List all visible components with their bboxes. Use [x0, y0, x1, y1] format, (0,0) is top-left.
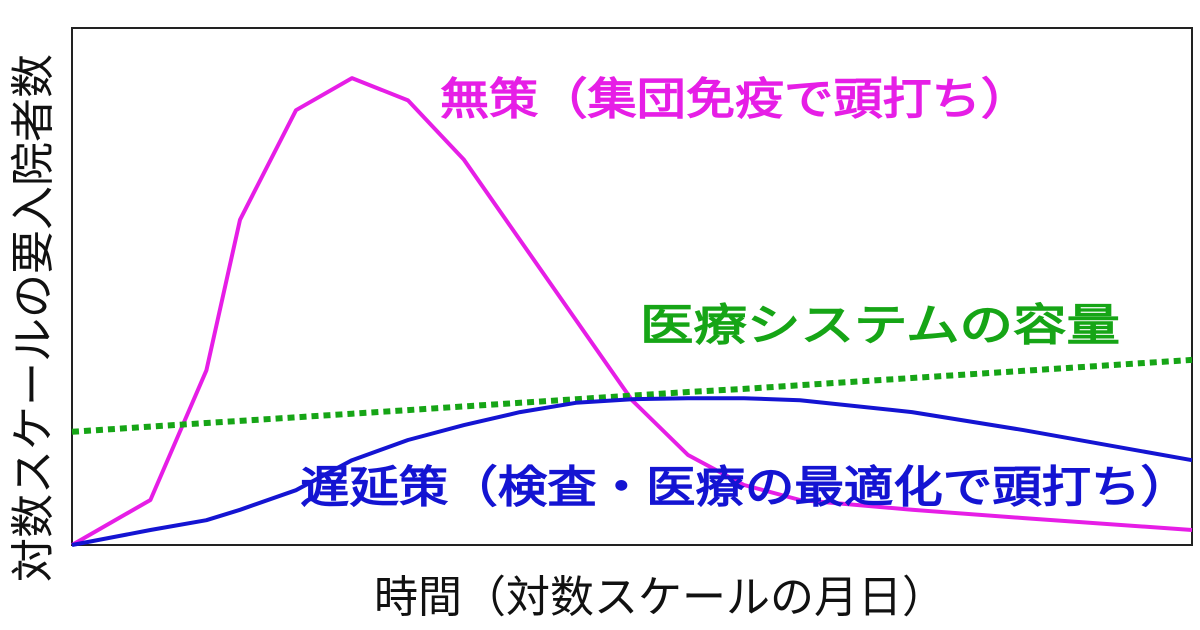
series-label: 医療システムの容量 — [640, 300, 1120, 351]
series-line — [71, 76, 1193, 547]
series-line — [71, 396, 1193, 547]
x-axis-label: 時間（対数スケールの月日） — [374, 572, 946, 623]
series-label: 無策（集団免疫で頭打ち） — [440, 74, 1030, 125]
y-axis-label: 対数スケールの要入院者数 — [8, 54, 59, 582]
plot-frame — [71, 27, 1193, 546]
series-line — [71, 356, 1193, 435]
series-label: 遅延策（検査・医療の最適化で頭打ち） — [300, 462, 1190, 513]
series-group — [71, 76, 1193, 547]
